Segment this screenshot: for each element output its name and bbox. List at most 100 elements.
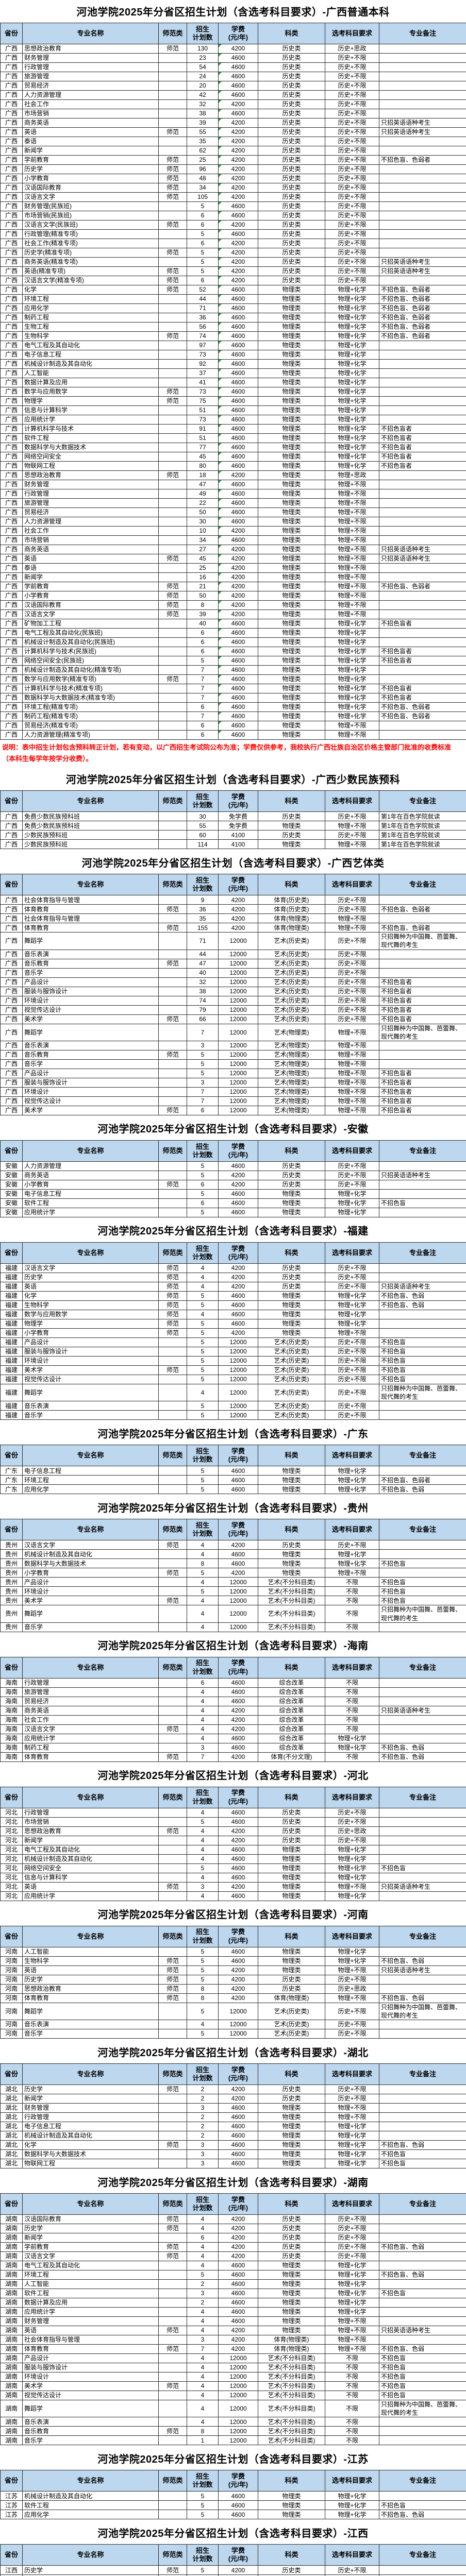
cell-major-remark: 只招舞种为中国舞、芭蕾舞、现代舞的考生 (379, 1023, 466, 1041)
cell-province: 广西 (0, 674, 23, 684)
cell-text: 物理类 (282, 713, 301, 720)
cell-text: 不招色盲、色弱 (381, 1301, 425, 1309)
cell-text: 师范 (166, 1264, 179, 1272)
cell-plan-count: 2 (187, 2122, 219, 2132)
excel-error-indicator-icon (219, 378, 222, 381)
table-row: 河北 电气工程及其自动化 4 4600 物理类 物理+化学 (0, 1844, 466, 1855)
excel-error-indicator-icon (219, 452, 222, 455)
column-header: 学费 (元/年) (218, 874, 258, 896)
cell-text: 只招舞种为中国舞、芭蕾舞、现代舞的考生 (381, 2401, 462, 2417)
table-row: 广西 产品设计 5 12000 艺术(物理类) 物理+不限 不招色盲者 (0, 1068, 466, 1078)
cell-major-name: 应用化学 (22, 1484, 159, 1495)
cell-text: 广西 (5, 978, 18, 986)
cell-text: 6 (201, 731, 205, 739)
cell-province: 广西 (0, 470, 23, 480)
cell-subject-category: 物理类 (258, 1956, 325, 1966)
province-section: 河池学院2025年分省区招生计划（含选考科目要求）-福建 省份 专业名称 师范类 招生 … (0, 1221, 466, 1420)
cell-subject-requirement: 历史+不限 (325, 1281, 379, 1292)
cell-text: 计算机科学与技术 (24, 425, 74, 433)
cell-text: 25 (199, 564, 206, 572)
cell-major-remark (379, 1687, 466, 1697)
cell-text: 新闻学 (24, 147, 43, 155)
cell-tuition: 4600 (218, 53, 258, 63)
cell-major-name: 英语 (22, 1965, 159, 1975)
cell-subject-requirement: 历史+不限 (325, 2094, 379, 2104)
cell-major-name: 人工智能 (22, 2279, 159, 2290)
table-row: 湖南 音乐教育 师范 8 12000 艺术(不分科目类) 不限 (0, 2426, 466, 2436)
column-header: 专业备注 (379, 1140, 466, 1162)
cell-text: 艺术(物理类) (274, 1088, 309, 1096)
cell-text: 物理+化学 (338, 1301, 367, 1309)
cell-subject-requirement: 物理+化学 (325, 1733, 379, 1743)
column-header: 师范类 (158, 790, 187, 812)
cell-text: 体育教育 (24, 924, 49, 931)
cell-plan-count: 8 (187, 1984, 219, 1994)
cell-subject-category: 历史类 (258, 1281, 325, 1292)
table-row: 广西 视觉传达设计 79 12000 艺术(历史类) 历史+不限 不招色盲者 (0, 1005, 466, 1015)
cell-text: 12000 (229, 1006, 247, 1013)
cell-major-remark: 不招色盲 (379, 1346, 466, 1357)
cell-text: 历史+不限 (338, 2021, 367, 2028)
cell-subject-category: 艺术(不分科目类) (258, 1596, 325, 1606)
cell-text: 不招色盲者 (381, 1097, 412, 1105)
cell-major-name: 小学教育 (22, 591, 159, 601)
cell-province: 湖南 (0, 2251, 23, 2262)
cell-province: 广西 (0, 443, 23, 452)
cell-text: 艺术(历史类) (274, 987, 309, 995)
cell-plan-count: 4 (187, 1263, 219, 1273)
cell-normal-type: 师范 (158, 591, 187, 601)
table-row: 广西 软件工程 51 4600 物理类 物理+化学 不招色盲者 (0, 433, 466, 443)
cell-province: 湖南 (0, 2242, 23, 2252)
cell-text: 师范 (166, 2141, 179, 2149)
cell-text: 师范 (166, 1957, 179, 1965)
cell-text: 师范 (166, 1051, 179, 1059)
cell-text: 4600 (231, 657, 245, 665)
cell-subject-requirement: 物理+不限 (325, 480, 379, 489)
cell-subject-category: 历史类 (258, 229, 325, 239)
cell-tuition: 4200 (218, 1752, 258, 1762)
cell-major-name: 生物工程 (22, 322, 159, 332)
admission-plan-table: 省份 专业名称 师范类 招生 计划数 学费 (元/年) 科类 选考科目要求 专业备注 广西 思想政… (0, 23, 466, 740)
cell-text: 4600 (231, 481, 245, 488)
cell-major-name: 环境工程 (22, 294, 159, 304)
cell-text: 12000 (229, 2021, 247, 2028)
cell-text: 不招色盲者 (381, 462, 412, 470)
cell-province: 广西 (0, 164, 23, 174)
cell-major-name: 音乐学 (22, 1410, 159, 1420)
cell-tuition: 4200 (218, 1984, 258, 1994)
province-section: 河池学院2025年分省区招生计划（含选考科目要求）-湖北 省份 专业名称 师范类 招生 … (0, 2042, 466, 2169)
cell-major-name: 汉语国际教育 (22, 600, 159, 610)
cell-text: 历史+不限 (338, 1976, 367, 1984)
cell-plan-count: 2 (187, 2131, 219, 2141)
cell-province: 海南 (0, 1687, 23, 1697)
table-row: 福建 音乐表演 5 12000 艺术(历史类) 历史+不限 (0, 1401, 466, 1411)
cell-tuition: 12000 (218, 968, 258, 978)
cell-province: 湖北 (0, 2122, 23, 2132)
cell-normal-type (158, 1549, 187, 1560)
cell-text: 物理+不限 (338, 518, 367, 526)
cell-normal-type (158, 619, 187, 629)
cell-major-name: 化学 (22, 2140, 159, 2150)
cell-major-remark: 只招英语语种考生 (379, 545, 466, 554)
cell-text: 软件工程 (24, 2501, 49, 2509)
column-header: 专业备注 (379, 2470, 466, 2492)
cell-text: 4600 (231, 54, 245, 62)
cell-text: 历史学 (24, 2225, 43, 2232)
cell-text: 5 (201, 1172, 205, 1179)
cell-major-name: 电气工程及其自动化 (22, 1844, 159, 1855)
cell-subject-requirement: 历史+不限 (325, 1179, 379, 1190)
cell-text: 不招色盲、色弱 (381, 1744, 425, 1752)
cell-major-remark (379, 2417, 466, 2427)
cell-major-remark: 不招色盲 (379, 1337, 466, 1347)
table-row: 湖南 电气工程及其自动化 4 4600 物理类 物理+化学 (0, 2261, 466, 2271)
cell-text: 4200 (231, 193, 245, 201)
cell-tuition: 4600 (218, 2289, 258, 2299)
cell-text: 小学教育 (24, 175, 49, 182)
cell-subject-category: 综合改革 (258, 1715, 325, 1725)
table-row: 广西 商务英语(精准专项) 5 4200 历史类 历史+不限 只招英语语种考生 (0, 257, 466, 267)
cell-tuition: 12000 (218, 2002, 258, 2021)
table-row: 贵州 产品设计 4 12000 艺术(不分科目类) 不限 不招色盲 (0, 1577, 466, 1587)
cell-major-name: 小学教育 (22, 1568, 159, 1578)
cell-plan-count: 45 (187, 554, 219, 564)
cell-tuition: 4600 (218, 433, 258, 443)
